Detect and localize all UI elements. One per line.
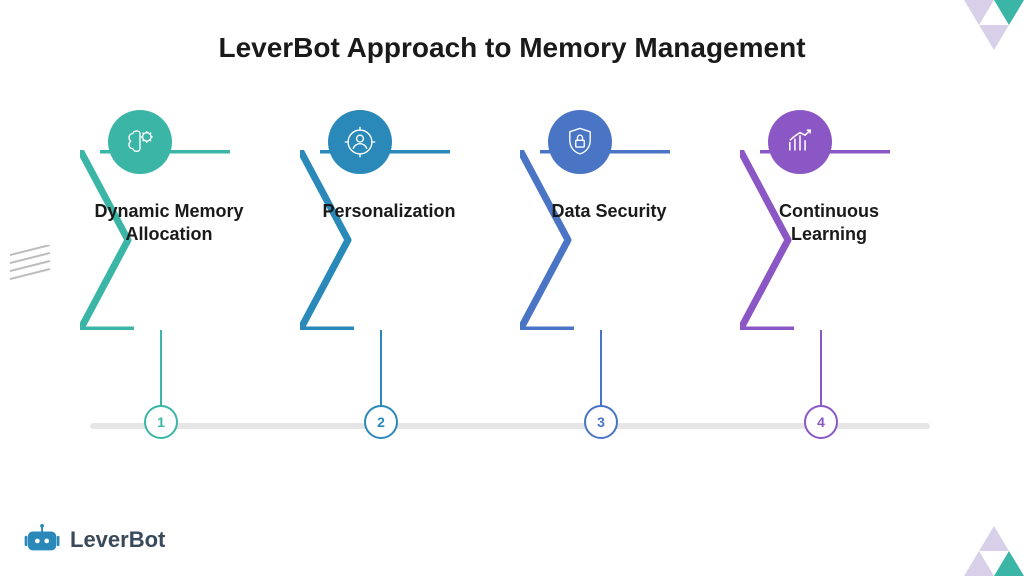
step-number-3: 3: [584, 405, 618, 439]
decoration-left-lines: [10, 245, 60, 285]
steps-row: Dynamic Memory Allocation 1 Personalizat…: [80, 110, 940, 330]
step-2: Personalization 2: [300, 110, 500, 330]
chevron-shape-2: [300, 150, 500, 330]
step-number-2: 2: [364, 405, 398, 439]
step-number-1: 1: [144, 405, 178, 439]
connector-2: [380, 330, 382, 408]
step-label-3: Data Security: [534, 200, 684, 223]
decoration-top-right: [924, 0, 1024, 80]
step-label-4: Continuous Learning: [754, 200, 904, 247]
connector-1: [160, 330, 162, 408]
step-label-1: Dynamic Memory Allocation: [94, 200, 244, 247]
step-label-2: Personalization: [314, 200, 464, 223]
connector-3: [600, 330, 602, 408]
brain-gear-icon: [108, 110, 172, 174]
num-text-4: 4: [817, 414, 825, 430]
step-1: Dynamic Memory Allocation 1: [80, 110, 280, 330]
growth-chart-icon: [768, 110, 832, 174]
decoration-bottom-right: [924, 496, 1024, 576]
chevron-shape-3: [520, 150, 720, 330]
num-text-3: 3: [597, 414, 605, 430]
num-text-1: 1: [157, 414, 165, 430]
step-3: Data Security 3: [520, 110, 720, 330]
step-4: Continuous Learning 4: [740, 110, 940, 330]
connector-4: [820, 330, 822, 408]
shield-lock-icon: [548, 110, 612, 174]
brand-logo: LeverBot: [24, 524, 165, 556]
step-number-4: 4: [804, 405, 838, 439]
brand-name: LeverBot: [70, 527, 165, 553]
page-title: LeverBot Approach to Memory Management: [0, 0, 1024, 64]
num-text-2: 2: [377, 414, 385, 430]
logo-mark-icon: [24, 524, 62, 556]
target-user-icon: [328, 110, 392, 174]
